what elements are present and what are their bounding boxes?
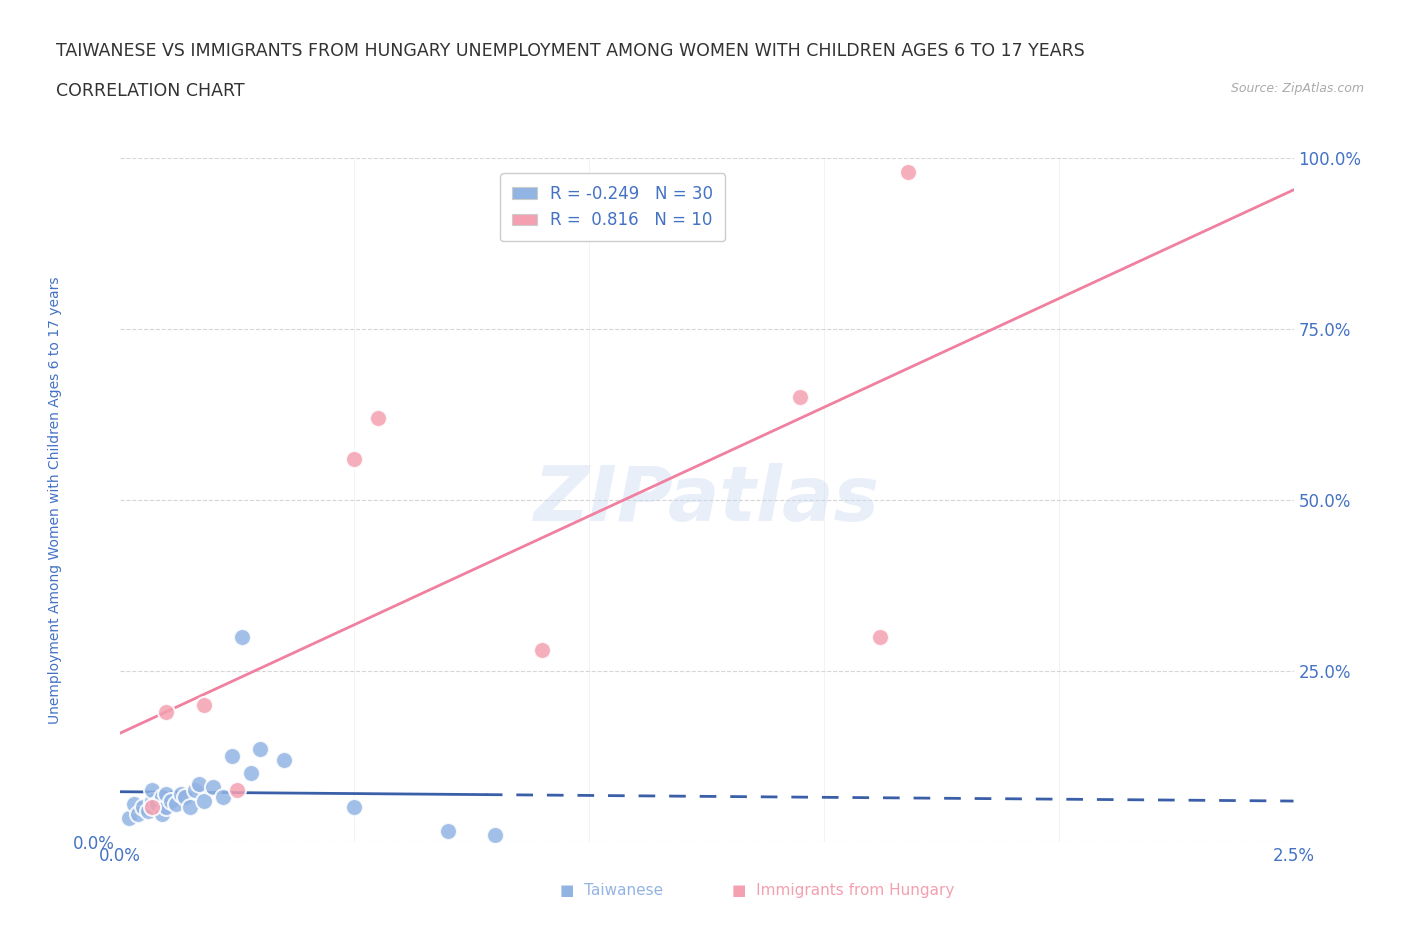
Point — [343, 451, 366, 466]
Point — [202, 779, 225, 794]
Point — [367, 410, 389, 425]
Point — [174, 790, 197, 804]
Point — [155, 704, 177, 719]
Point — [141, 783, 163, 798]
Point — [179, 800, 201, 815]
Point — [240, 766, 263, 781]
Point — [146, 797, 169, 812]
Legend: R = -0.249   N = 30, R =  0.816   N = 10: R = -0.249 N = 30, R = 0.816 N = 10 — [501, 173, 725, 241]
Text: ■  Taiwanese: ■ Taiwanese — [560, 883, 664, 897]
Point — [169, 787, 191, 802]
Point — [150, 790, 173, 804]
Point — [122, 797, 145, 812]
Point — [136, 804, 159, 818]
Point — [193, 698, 215, 712]
Point — [160, 793, 183, 808]
Point — [437, 824, 460, 839]
Point — [118, 810, 141, 825]
Point — [343, 800, 366, 815]
Point — [141, 793, 163, 808]
Point — [221, 749, 243, 764]
Point — [869, 630, 891, 644]
Text: ZIPatlas: ZIPatlas — [533, 463, 880, 537]
Point — [155, 787, 177, 802]
Point — [193, 793, 215, 808]
Point — [789, 390, 811, 405]
Point — [897, 165, 920, 179]
Point — [484, 828, 506, 843]
Point — [183, 783, 205, 798]
Point — [211, 790, 233, 804]
Point — [127, 807, 149, 822]
Point — [155, 800, 177, 815]
Point — [150, 807, 173, 822]
Text: CORRELATION CHART: CORRELATION CHART — [56, 82, 245, 100]
Point — [249, 742, 271, 757]
Point — [188, 777, 211, 791]
Point — [531, 643, 554, 658]
Text: ■  Immigrants from Hungary: ■ Immigrants from Hungary — [733, 883, 955, 897]
Y-axis label: Unemployment Among Women with Children Ages 6 to 17 years: Unemployment Among Women with Children A… — [48, 276, 62, 724]
Point — [225, 783, 249, 798]
Text: TAIWANESE VS IMMIGRANTS FROM HUNGARY UNEMPLOYMENT AMONG WOMEN WITH CHILDREN AGES: TAIWANESE VS IMMIGRANTS FROM HUNGARY UNE… — [56, 42, 1085, 60]
Point — [231, 630, 253, 644]
Point — [165, 797, 187, 812]
Point — [273, 752, 295, 767]
Point — [132, 800, 155, 815]
Text: Source: ZipAtlas.com: Source: ZipAtlas.com — [1230, 82, 1364, 95]
Point — [141, 800, 163, 815]
